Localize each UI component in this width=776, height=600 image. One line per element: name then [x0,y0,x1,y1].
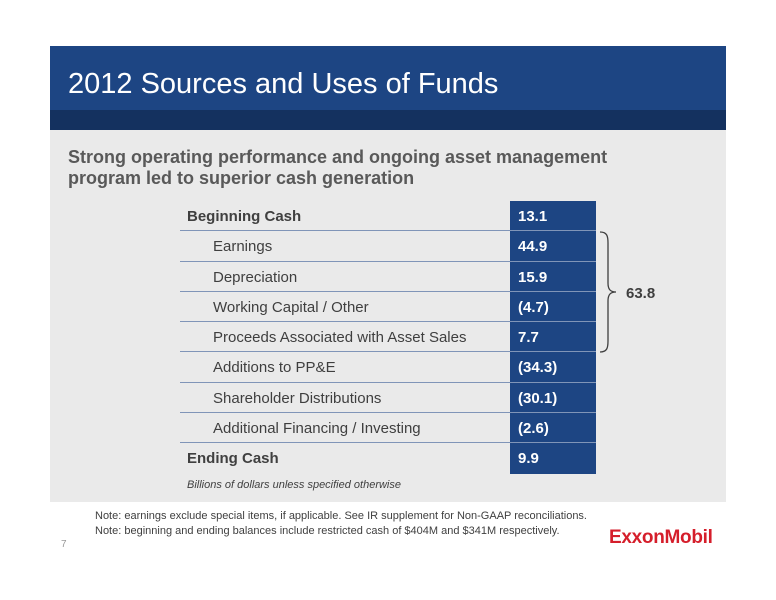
table-row: Proceeds Associated with Asset Sales 7.7 [180,322,596,353]
value-cell: (34.3) [510,352,596,382]
row-value: (2.6) [518,420,549,438]
value-cell: (4.7) [510,291,596,322]
notes: Note: earnings exclude special items, if… [95,509,587,539]
table-row: Beginning Cash 13.1 [180,201,596,232]
value-cell: 13.1 [510,201,596,231]
table-row: Ending Cash 9.9 [180,443,596,474]
table-row: Working Capital / Other (4.7) [180,291,596,323]
title-bar: 2012 Sources and Uses of Funds [50,46,726,110]
funds-table: Beginning Cash 13.1 Earnings 44.9 Deprec… [180,201,596,474]
row-value: 15.9 [518,268,548,286]
row-value: 13.1 [518,208,548,225]
value-cell: (2.6) [510,413,596,443]
row-label: Additional Financing / Investing [213,420,421,438]
value-cell: 44.9 [510,231,596,261]
row-value: (4.7) [518,298,549,316]
row-value: (34.3) [518,359,558,377]
value-cell: 7.7 [510,322,596,352]
row-value: 7.7 [518,329,539,347]
row-value: 44.9 [518,238,548,256]
title-underline-stripe [50,110,726,130]
units-footnote: Billions of dollars unless specified oth… [187,479,401,491]
value-cell: (30.1) [510,382,596,413]
note-line: Note: beginning and ending balances incl… [95,525,560,537]
row-label: Earnings [213,238,273,256]
row-label: Additions to PP&E [213,359,336,377]
bracket-total: 63.8 [626,285,656,302]
table-row: Additional Financing / Investing (2.6) [180,413,596,444]
note-line: Note: earnings exclude special items, if… [95,510,587,522]
table-row: Shareholder Distributions (30.1) [180,382,596,414]
row-label: Proceeds Associated with Asset Sales [213,329,467,347]
row-label: Shareholder Distributions [213,389,382,407]
row-label: Depreciation [213,268,298,286]
row-label: Working Capital / Other [213,298,369,316]
value-cell: 15.9 [510,261,596,291]
exxonmobil-logo: ExxonMobil [609,527,713,548]
table-row: Depreciation 15.9 [180,261,596,292]
slide-subtitle: Strong operating performance and ongoing… [68,147,608,188]
row-value: (30.1) [518,389,558,407]
content-panel: Strong operating performance and ongoing… [50,130,726,502]
value-cell: 9.9 [510,443,596,474]
page-number: 7 [61,539,67,550]
table-row: Additions to PP&E (34.3) [180,352,596,383]
row-value: 9.9 [518,450,539,468]
slide-title: 2012 Sources and Uses of Funds [68,68,499,100]
row-label: Beginning Cash [187,208,302,225]
curly-brace-icon [599,231,617,353]
table-row: Earnings 44.9 [180,231,596,262]
row-label: Ending Cash [187,450,279,468]
